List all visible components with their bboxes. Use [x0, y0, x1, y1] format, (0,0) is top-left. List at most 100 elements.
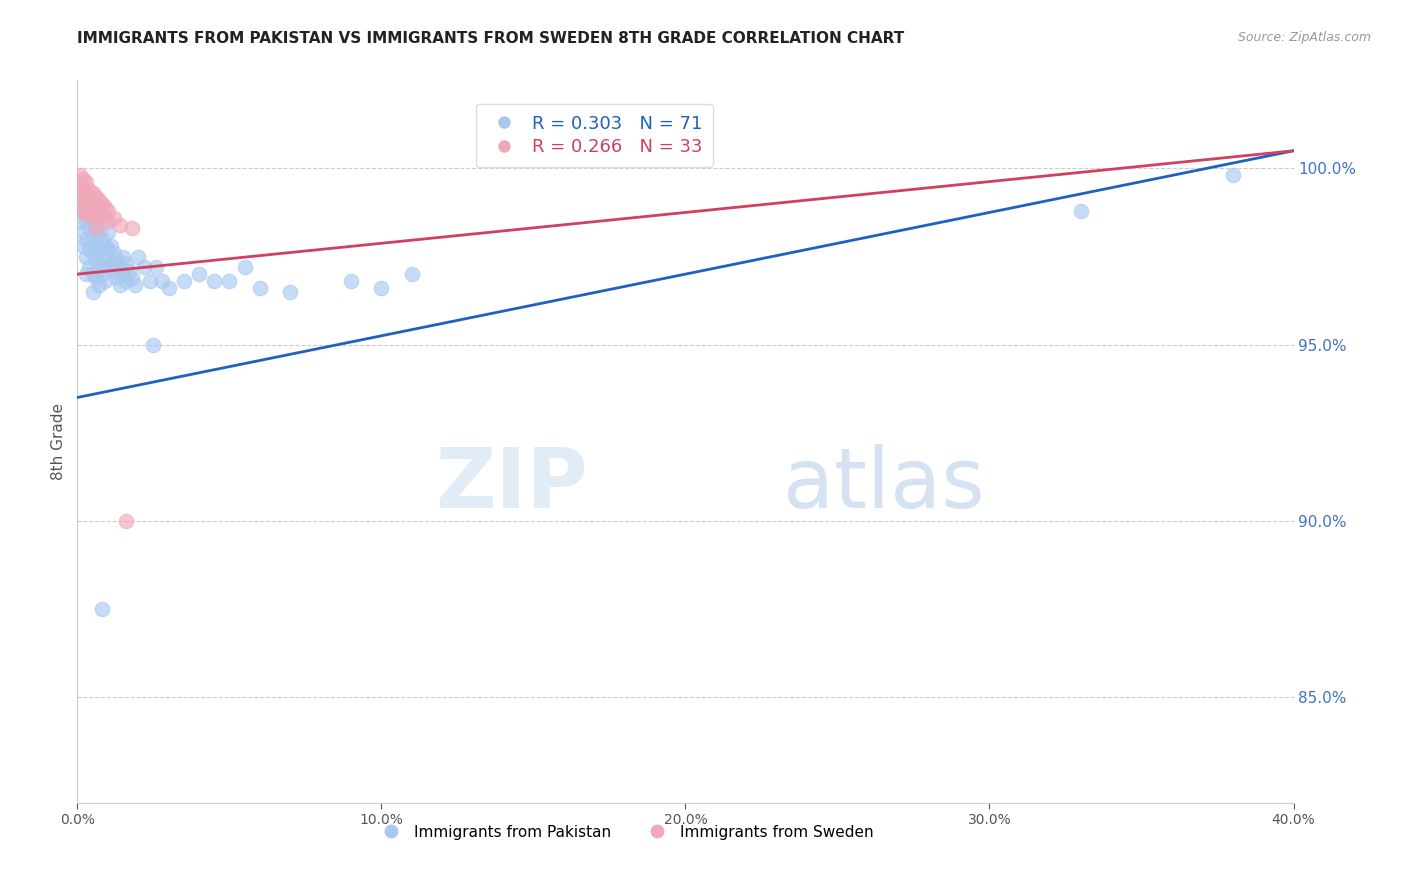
Point [1222, 169, 1244, 183]
Point [115, 256, 138, 270]
Point [97, 225, 120, 239]
Point [90, 602, 112, 616]
Point [75, 207, 97, 221]
Point [87, 193, 110, 207]
Point [75, 186, 97, 200]
Point [82, 228, 104, 243]
Point [142, 337, 165, 351]
Point [1070, 203, 1092, 218]
Point [84, 200, 107, 214]
Point [121, 221, 143, 235]
Point [249, 281, 271, 295]
Point [87, 260, 110, 274]
Point [108, 277, 131, 292]
Y-axis label: 8th Grade: 8th Grade [51, 403, 66, 480]
Point [127, 250, 149, 264]
Point [188, 267, 211, 281]
Point [121, 270, 143, 285]
Point [69, 196, 91, 211]
Point [145, 260, 167, 274]
Point [82, 267, 104, 281]
Point [105, 270, 128, 285]
Point [72, 239, 94, 253]
Point [79, 182, 101, 196]
Point [79, 221, 101, 235]
Point [75, 196, 97, 211]
Point [93, 239, 115, 253]
Point [79, 203, 101, 218]
Point [75, 214, 97, 228]
Point [90, 267, 112, 281]
Point [69, 189, 91, 203]
Point [93, 256, 115, 270]
Point [108, 218, 131, 232]
Point [93, 211, 115, 225]
Point [93, 200, 115, 214]
Point [75, 267, 97, 281]
Point [157, 281, 180, 295]
Point [79, 260, 101, 274]
Point [75, 176, 97, 190]
Point [152, 274, 174, 288]
Point [72, 203, 94, 218]
Point [278, 285, 301, 299]
Point [69, 179, 91, 194]
Point [134, 260, 156, 274]
Point [218, 274, 240, 288]
Point [97, 243, 120, 257]
Point [87, 203, 110, 218]
Point [72, 182, 94, 196]
Point [93, 274, 115, 288]
Point [82, 211, 104, 225]
Text: Source: ZipAtlas.com: Source: ZipAtlas.com [1237, 31, 1371, 45]
Point [370, 281, 392, 295]
Point [90, 207, 112, 221]
Point [79, 193, 101, 207]
Point [233, 260, 256, 274]
Point [72, 193, 94, 207]
Point [97, 260, 120, 274]
Point [139, 274, 162, 288]
Point [84, 270, 107, 285]
Point [87, 277, 110, 292]
Point [72, 203, 94, 218]
Point [84, 221, 107, 235]
Legend: Immigrants from Pakistan, Immigrants from Sweden: Immigrants from Pakistan, Immigrants fro… [370, 819, 880, 846]
Point [72, 172, 94, 186]
Text: ZIP: ZIP [436, 444, 588, 525]
Point [100, 239, 122, 253]
Point [173, 274, 195, 288]
Point [84, 218, 107, 232]
Point [90, 250, 112, 264]
Text: IMMIGRANTS FROM PAKISTAN VS IMMIGRANTS FROM SWEDEN 8TH GRADE CORRELATION CHART: IMMIGRANTS FROM PAKISTAN VS IMMIGRANTS F… [77, 31, 904, 46]
Point [75, 196, 97, 211]
Point [103, 263, 125, 277]
Point [82, 207, 104, 221]
Point [69, 214, 91, 228]
Text: atlas: atlas [783, 444, 984, 525]
Point [115, 514, 138, 528]
Point [82, 186, 104, 200]
Point [84, 253, 107, 268]
Point [79, 203, 101, 218]
Point [97, 203, 120, 218]
Point [105, 253, 128, 268]
Point [124, 277, 146, 292]
Point [84, 235, 107, 250]
Point [100, 256, 122, 270]
Point [69, 169, 91, 183]
Point [72, 225, 94, 239]
Point [340, 274, 363, 288]
Point [97, 214, 120, 228]
Point [82, 246, 104, 260]
Point [87, 243, 110, 257]
Point [103, 246, 125, 260]
Point [103, 211, 125, 225]
Point [401, 267, 423, 281]
Point [111, 267, 134, 281]
Point [82, 196, 104, 211]
Point [108, 260, 131, 274]
Point [111, 250, 134, 264]
Point [84, 211, 107, 225]
Point [118, 263, 141, 277]
